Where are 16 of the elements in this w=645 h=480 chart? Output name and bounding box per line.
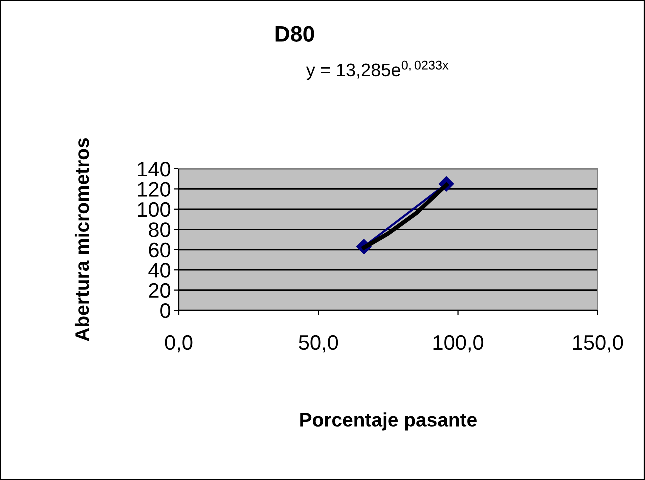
y-tick-label: 80 [149, 222, 171, 238]
y-tick-label: 20 [149, 283, 171, 298]
x-tick-label: 0,0 [165, 335, 193, 353]
y-tick-label: 120 [138, 182, 171, 197]
chart-title: D80 [276, 26, 314, 42]
x-tick-label: 150,0 [573, 335, 624, 353]
y-tick-label: 40 [148, 263, 171, 278]
y-tick-label: 140 [138, 162, 171, 177]
y-tick-label: 60 [149, 242, 171, 258]
x-tick-label: 50,0 [299, 335, 338, 353]
text: y = 13,285e$^{0,0233x}$ [306, 60, 449, 80]
y-tick-label: 0 [160, 304, 171, 318]
x-axis-title: Porcentaje pasante [300, 412, 477, 431]
y-axis-title: Abertura micrometros [74, 138, 90, 342]
x-tick-label: 100,0 [434, 335, 484, 353]
y-tick-label: 100 [138, 202, 171, 218]
